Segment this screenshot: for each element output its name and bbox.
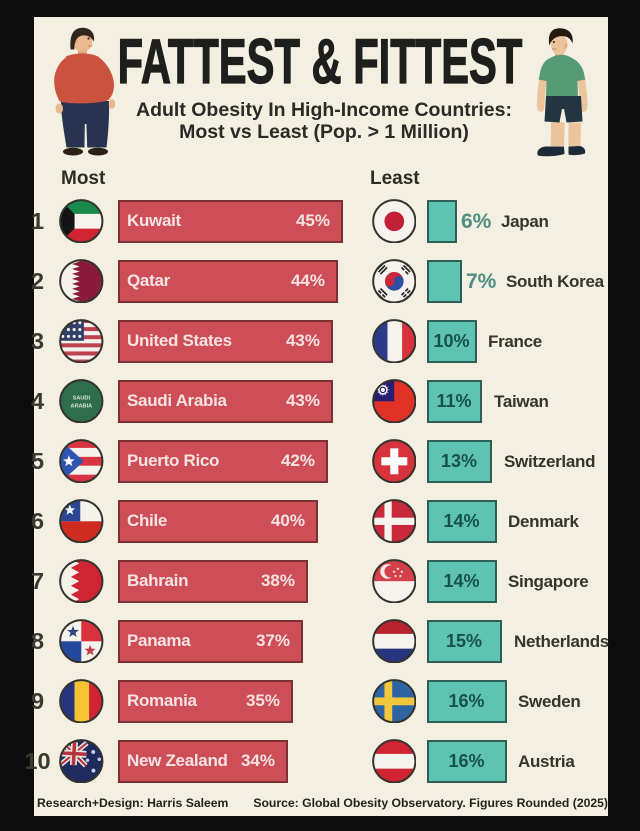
- svg-text:SAUDI: SAUDI: [73, 395, 91, 401]
- svg-text:ARABIA: ARABIA: [70, 403, 92, 409]
